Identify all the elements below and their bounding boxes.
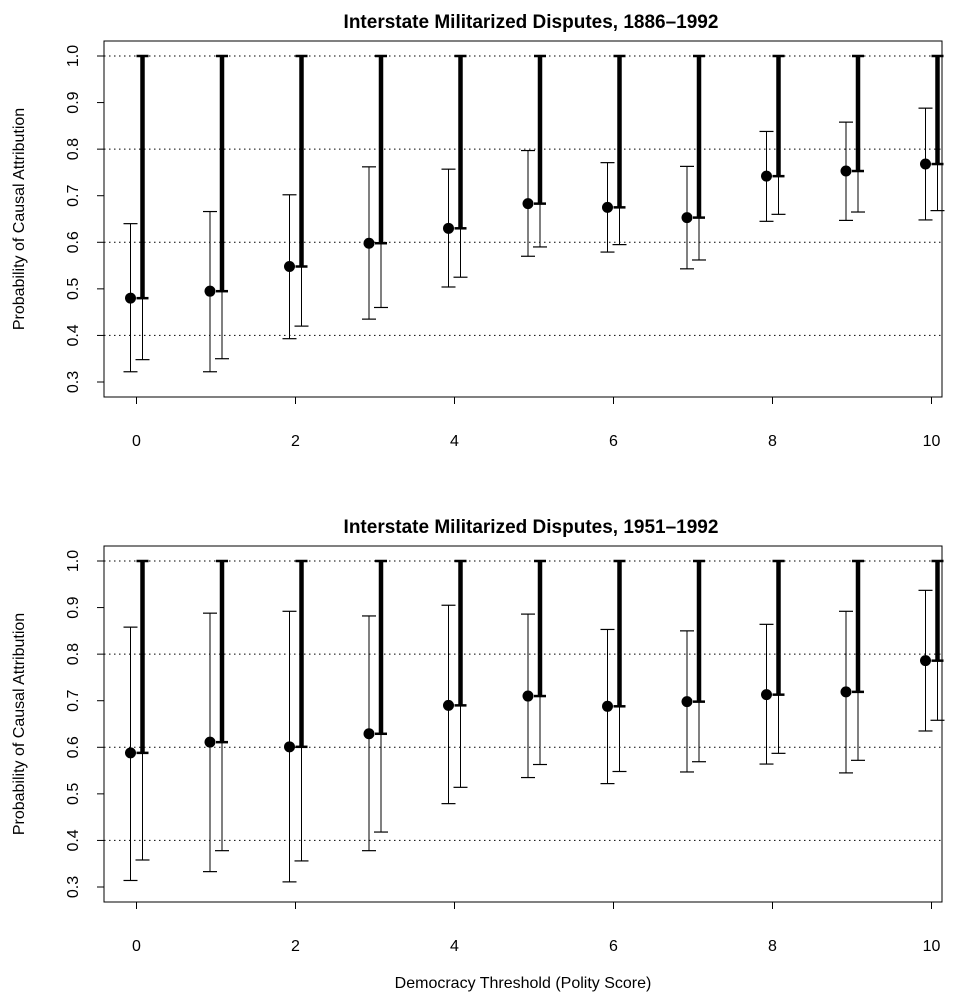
y-tick-label: 0.5 <box>65 783 82 805</box>
point-estimate <box>840 686 852 698</box>
y-tick-label: 0.4 <box>65 324 82 346</box>
x-tick-label: 4 <box>450 938 459 955</box>
point-estimate <box>284 741 295 753</box>
point-estimate <box>363 237 375 249</box>
y-tick-label: 0.5 <box>65 278 82 300</box>
y-tick-label: 0.8 <box>65 643 82 665</box>
point-estimate <box>125 292 136 304</box>
point-estimate <box>920 158 931 170</box>
chart-title: Interstate Militarized Disputes, 1951–19… <box>344 517 719 538</box>
chart-title: Interstate Militarized Disputes, 1886–19… <box>344 12 719 33</box>
y-tick-label: 0.4 <box>65 829 82 851</box>
x-tick-label: 0 <box>132 433 141 450</box>
panel-1: Interstate Militarized Disputes, 1886–19… <box>11 12 945 450</box>
x-axis-label: Democracy Threshold (Polity Score) <box>395 975 652 992</box>
x-tick-label: 8 <box>768 938 777 955</box>
point-estimate <box>761 689 772 701</box>
point-estimate <box>204 736 216 748</box>
panel-2: Interstate Militarized Disputes, 1951–19… <box>11 517 945 955</box>
point-estimate <box>681 696 693 708</box>
y-axis-label: Probability of Causal Attribution <box>11 613 28 835</box>
point-estimate <box>443 699 454 711</box>
y-tick-label: 1.0 <box>65 45 82 67</box>
plot-frame <box>103 545 943 903</box>
y-tick-label: 0.7 <box>65 689 82 711</box>
x-tick-label: 2 <box>291 433 300 450</box>
x-tick-label: 6 <box>609 938 618 955</box>
y-axis-label: Probability of Causal Attribution <box>11 108 28 330</box>
point-estimate <box>761 170 772 182</box>
point-estimate <box>920 655 931 667</box>
plot-frame <box>103 40 943 398</box>
point-estimate <box>840 165 852 177</box>
y-tick-label: 0.6 <box>65 736 82 758</box>
x-tick-label: 0 <box>132 938 141 955</box>
point-estimate <box>125 747 136 759</box>
point-estimate <box>284 261 295 273</box>
point-estimate <box>522 690 534 702</box>
point-estimate <box>602 201 613 213</box>
y-tick-label: 0.6 <box>65 231 82 253</box>
point-estimate <box>522 198 534 210</box>
y-tick-label: 1.0 <box>65 550 82 572</box>
x-tick-label: 2 <box>291 938 300 955</box>
point-estimate <box>443 222 454 234</box>
y-tick-label: 0.3 <box>65 371 82 393</box>
point-estimate <box>602 700 613 712</box>
y-tick-label: 0.9 <box>65 91 82 113</box>
point-estimate <box>363 728 375 740</box>
x-tick-label: 4 <box>450 433 459 450</box>
x-tick-label: 8 <box>768 433 777 450</box>
y-tick-label: 0.9 <box>65 596 82 618</box>
y-tick-label: 0.7 <box>65 184 82 206</box>
x-tick-label: 10 <box>923 433 941 450</box>
y-tick-label: 0.8 <box>65 138 82 160</box>
x-tick-label: 10 <box>923 938 941 955</box>
point-estimate <box>204 285 216 297</box>
point-estimate <box>681 212 693 224</box>
x-tick-label: 6 <box>609 433 618 450</box>
y-tick-label: 0.3 <box>65 876 82 898</box>
